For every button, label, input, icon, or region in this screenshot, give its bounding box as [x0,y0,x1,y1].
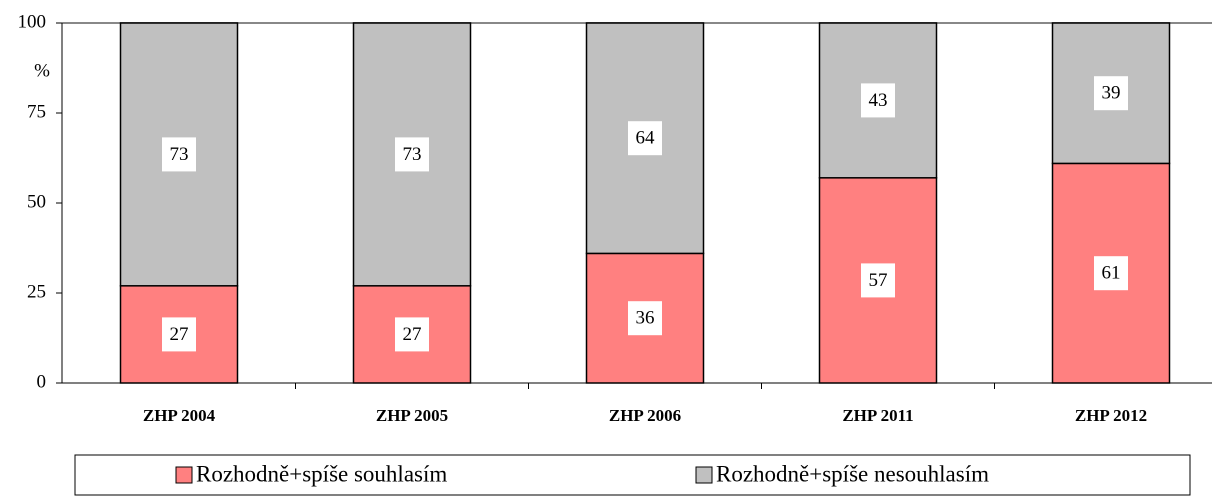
y-tick-label: 75 [27,101,46,122]
value-label: 73 [403,144,422,165]
x-tick-label: ZHP 2006 [609,406,681,425]
value-label-box [861,83,895,118]
y-tick-label: 0 [37,371,47,392]
x-tick-label: ZHP 2011 [842,406,913,425]
value-label-box [628,121,662,156]
value-label: 43 [869,90,888,111]
legend-swatch [175,466,193,484]
legend-label: Rozhodně+spíše nesouhlasím [716,461,989,486]
y-tick-label: 100 [18,11,47,32]
value-label-box [162,317,196,352]
x-tick-label: ZHP 2012 [1075,406,1147,425]
value-label: 57 [869,270,888,291]
value-label-box [1094,256,1128,291]
value-label: 27 [403,324,422,345]
legend-label: Rozhodně+spíše souhlasím [196,461,447,486]
value-label: 39 [1102,83,1121,104]
legend-box [74,454,1191,496]
y-tick-label: 50 [27,191,46,212]
value-label: 64 [636,128,656,149]
value-label: 61 [1102,263,1121,284]
value-label-box [395,137,429,172]
value-label-box [395,317,429,352]
value-label: 73 [170,144,189,165]
x-tick-label: ZHP 2005 [376,406,448,425]
legend-swatch [695,466,713,484]
value-label: 36 [636,308,655,329]
y-tick-label: 25 [27,281,46,302]
value-label-box [628,301,662,336]
value-label-box [162,137,196,172]
y-axis-label: % [34,60,50,81]
value-label-box [1094,76,1128,111]
value-label-box [861,263,895,298]
value-label: 27 [170,324,189,345]
x-tick-label: ZHP 2004 [143,406,216,425]
